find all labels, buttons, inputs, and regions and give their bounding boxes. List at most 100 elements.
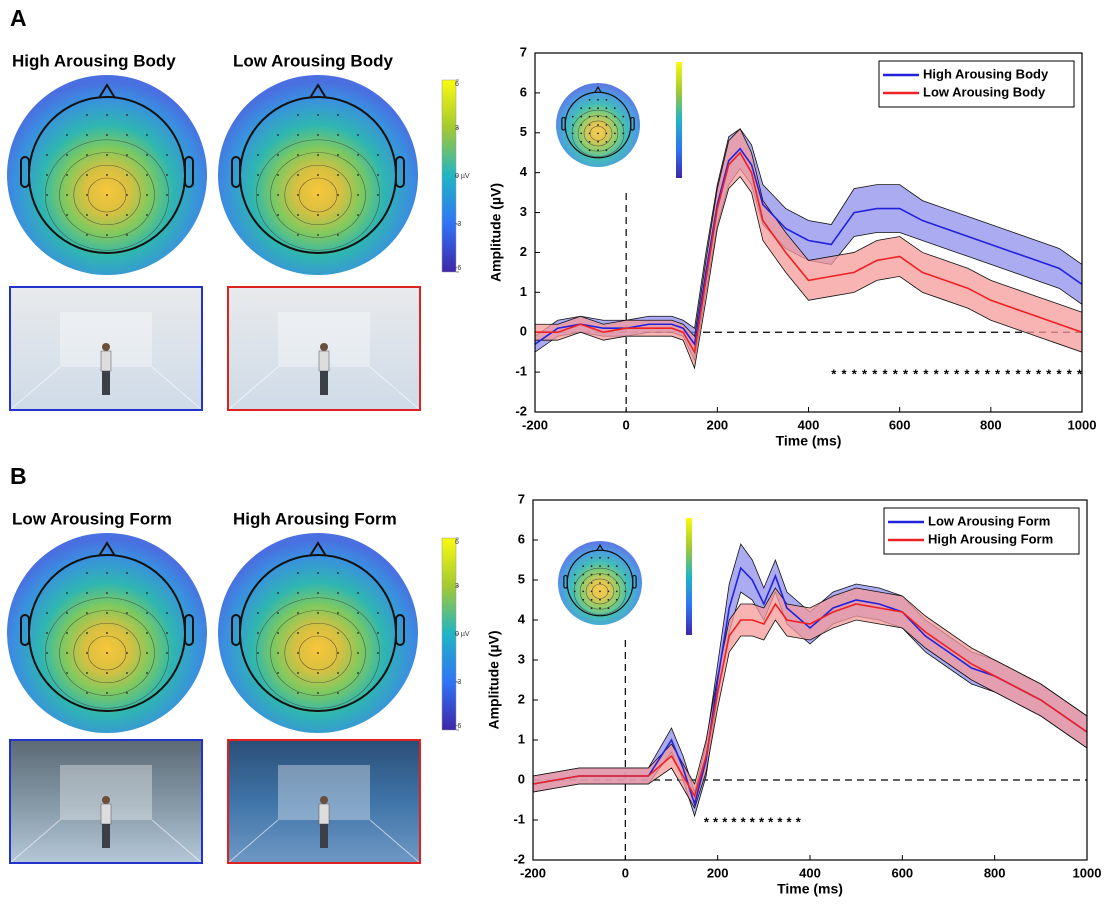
y-axis-label: Amplitude (µV): [488, 183, 504, 282]
electrode: [86, 572, 88, 574]
electrode: [317, 612, 319, 614]
electrode: [597, 133, 599, 135]
y-tick-label: 1: [518, 731, 525, 746]
electrode: [86, 194, 88, 196]
electrode: [297, 572, 299, 574]
electrode: [317, 692, 319, 694]
electrode: [357, 214, 359, 216]
electrode: [297, 174, 299, 176]
electrode: [86, 672, 88, 674]
electrode: [574, 591, 576, 593]
electrode: [589, 124, 591, 126]
electrode: [86, 174, 88, 176]
electrode: [317, 672, 319, 674]
electrode: [166, 174, 168, 176]
electrode: [357, 134, 359, 136]
electrode: [146, 632, 148, 634]
electrode: [86, 154, 88, 156]
y-tick-label: 5: [520, 124, 527, 139]
electrode: [297, 134, 299, 136]
electrode: [574, 582, 576, 584]
electrode: [591, 574, 593, 576]
electrode: [66, 632, 68, 634]
electrode: [166, 612, 168, 614]
electrode: [337, 154, 339, 156]
electrode: [599, 557, 601, 559]
electrode: [582, 582, 584, 584]
electrode: [126, 214, 128, 216]
electrode: [357, 672, 359, 674]
inset-colorbar: [686, 518, 692, 635]
electrode: [616, 599, 618, 601]
figure-body: [319, 351, 329, 371]
electrode: [317, 134, 319, 136]
electrode: [337, 632, 339, 634]
electrode: [614, 124, 616, 126]
electrode: [86, 612, 88, 614]
electrode: [582, 591, 584, 593]
electrode: [66, 612, 68, 614]
electrode: [257, 194, 259, 196]
electrode: [599, 565, 601, 567]
y-tick-label: 5: [518, 571, 525, 586]
x-tick-label: -200: [520, 865, 546, 880]
figure-head: [102, 343, 110, 351]
electrode: [277, 592, 279, 594]
electrode: [126, 174, 128, 176]
electrode: [608, 582, 610, 584]
electrode: [166, 194, 168, 196]
electrode: [126, 652, 128, 654]
electrode: [66, 592, 68, 594]
electrode: [591, 591, 593, 593]
electrode: [297, 234, 299, 236]
electrode: [297, 194, 299, 196]
x-tick-label: 400: [798, 417, 820, 432]
electrode: [616, 574, 618, 576]
electrode: [106, 692, 108, 694]
electrode: [608, 557, 610, 559]
topomap-title: High Arousing Body: [12, 51, 176, 70]
electrode: [297, 612, 299, 614]
figure-legs: [320, 371, 328, 395]
electrode: [357, 632, 359, 634]
electrode: [46, 154, 48, 156]
electrode: [257, 154, 259, 156]
electrode: [337, 234, 339, 236]
figure-body: [101, 351, 111, 371]
electrode: [614, 116, 616, 118]
electrode: [337, 612, 339, 614]
figure: AHigh Arousing BodyLow Arousing Body630 …: [0, 0, 1106, 909]
electrode: [146, 194, 148, 196]
electrode: [297, 632, 299, 634]
electrode: [166, 652, 168, 654]
electrode: [66, 174, 68, 176]
electrode: [622, 116, 624, 118]
electrode: [589, 141, 591, 143]
electrode: [337, 114, 339, 116]
figure-body: [319, 804, 329, 824]
colorbar-tick-label: 6: [455, 81, 459, 88]
electrode: [86, 234, 88, 236]
electrode: [297, 672, 299, 674]
electrode: [277, 134, 279, 136]
electrode: [46, 194, 48, 196]
x-tick-label: 600: [891, 865, 913, 880]
electrode: [597, 149, 599, 151]
stimulus-image: [228, 287, 420, 410]
figure-legs: [102, 371, 110, 395]
electrode: [126, 154, 128, 156]
electrode: [589, 116, 591, 118]
electrode: [126, 572, 128, 574]
electrode: [608, 599, 610, 601]
colorbar-tick-label: -6: [455, 723, 461, 730]
electrode: [357, 194, 359, 196]
electrode: [126, 632, 128, 634]
electrode: [126, 692, 128, 694]
electrode: [580, 141, 582, 143]
panel-label: A: [10, 5, 27, 31]
electrode: [591, 582, 593, 584]
electrode: [257, 652, 259, 654]
electrode: [277, 652, 279, 654]
electrode: [599, 582, 601, 584]
electrode: [606, 149, 608, 151]
